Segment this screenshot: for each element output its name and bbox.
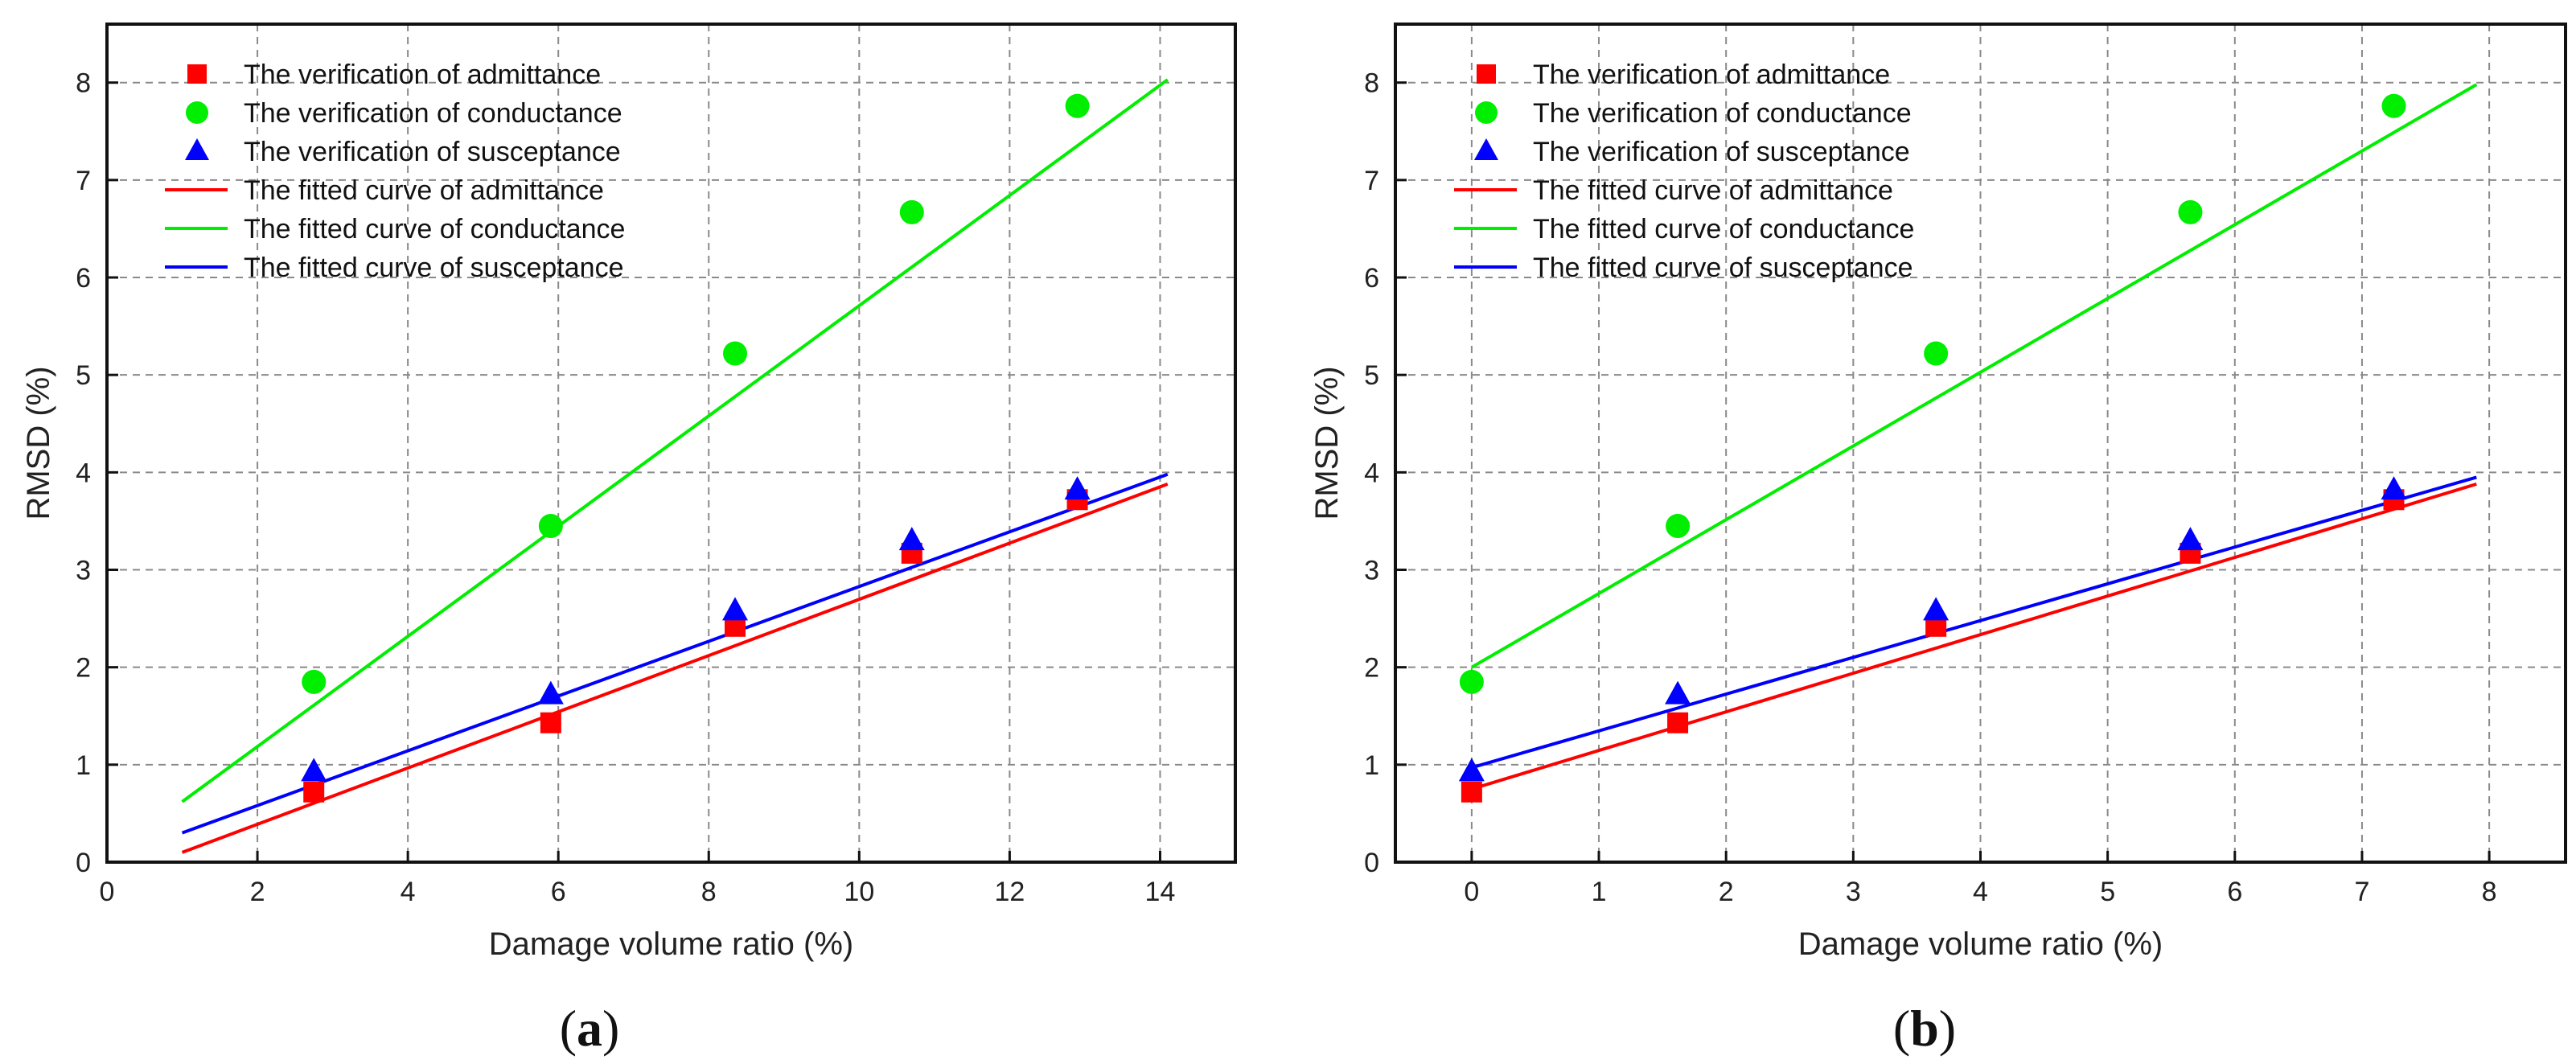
- pb-y-tick-label-5: 5: [1364, 360, 1379, 391]
- pa-admittance-point-1: [540, 712, 561, 733]
- pa-conductance-point-2: [723, 341, 748, 366]
- pb-panel-label: (b): [1893, 1000, 1956, 1057]
- pb-x-tick-label-8: 8: [2482, 877, 2497, 907]
- pa-legend-entry-3-label: The fitted curve of admittance: [244, 175, 604, 206]
- pb-y-tick-label-1: 1: [1364, 750, 1379, 781]
- pa-fit-line-conductance: [181, 78, 1169, 803]
- pb-fit-line-conductance: [1470, 83, 2478, 669]
- pb-x-tick-label-2: 2: [1719, 877, 1734, 907]
- pa-y-tick-label-8: 8: [76, 68, 91, 99]
- pb-y-tick-label-8: 8: [1364, 68, 1379, 99]
- pb-fit-line-susceptance: [1471, 475, 2477, 770]
- pa-conductance-point-4: [1065, 93, 1090, 118]
- pa-susceptance-point-3: [898, 527, 925, 551]
- pa-legend-entry-2-label: The verification of susceptance: [244, 137, 621, 167]
- pa-panel-label: (a): [560, 1000, 620, 1057]
- pb-y-tick-label-7: 7: [1364, 166, 1379, 196]
- pb-susceptance-point-4: [2381, 476, 2407, 500]
- pa-x-tick-label-6: 12: [994, 877, 1025, 907]
- pa-y-tick-label-0: 0: [76, 848, 91, 878]
- pb-conductance-point-4: [2381, 93, 2406, 118]
- pa-y-axis-title: RMSD (%): [21, 366, 56, 520]
- pb-x-axis-title: Damage volume ratio (%): [1798, 926, 2163, 962]
- pb-x-tick-label-6: 6: [2227, 877, 2242, 907]
- pa-legend: The verification of admittance The verifi…: [165, 60, 625, 283]
- pb-susceptance-point-0: [1458, 758, 1485, 782]
- pa-x-tick-label-4: 8: [701, 877, 717, 907]
- pb-x-tick-label-7: 7: [2354, 877, 2369, 907]
- pa-x-tick-label-3: 6: [551, 877, 566, 907]
- pb-legend-entry-0-label: The verification of admittance: [1533, 60, 1890, 90]
- pb-y-tick-label-3: 3: [1364, 556, 1379, 586]
- pa-x-tick-label-2: 4: [401, 877, 416, 907]
- pa-admittance-point-0: [303, 781, 325, 803]
- pb-susceptance-point-2: [1923, 597, 1949, 621]
- pa-x-tick-label-7: 14: [1145, 877, 1176, 907]
- pa-x-axis-title: Damage volume ratio (%): [489, 926, 854, 962]
- pa-x-tick-label-5: 10: [844, 877, 874, 907]
- pa-fit-line-susceptance: [181, 472, 1169, 835]
- pb-x-tick-label-5: 5: [2100, 877, 2115, 907]
- pb-conductance-point-2: [1924, 341, 1949, 366]
- pb-legend-entry-1-label: The verification of conductance: [1533, 98, 1912, 129]
- pb-legend-entry-4-label: The fitted curve of conductance: [1533, 214, 1914, 244]
- pb-susceptance-point-3: [2177, 527, 2204, 551]
- pa-y-tick-label-1: 1: [76, 750, 91, 781]
- pb-x-tick-label-0: 0: [1464, 877, 1479, 907]
- pa-y-tick-label-7: 7: [76, 166, 91, 196]
- pa-legend-entry-0-label: The verification of admittance: [244, 60, 601, 90]
- pa-plot-frame: [105, 23, 1237, 864]
- pa-conductance-point-0: [302, 669, 327, 694]
- pb-conductance-point-3: [2178, 199, 2203, 224]
- pb-legend-entry-5-label: The fitted curve of susceptance: [1533, 253, 1912, 283]
- pa-legend-entry-0-square-icon: [187, 64, 207, 84]
- pa-susceptance-point-0: [301, 758, 327, 782]
- pa-x-tick-label-0: 0: [100, 877, 115, 907]
- pb-legend-entry-3-label: The fitted curve of admittance: [1533, 175, 1893, 206]
- pb-fit-line-admittance: [1471, 482, 2477, 791]
- pb-y-tick-label-6: 6: [1364, 263, 1379, 294]
- pa-fit-line-admittance: [181, 483, 1169, 854]
- pb-y-tick-label-0: 0: [1364, 848, 1379, 878]
- pa-susceptance-point-2: [722, 597, 749, 621]
- pb-conductance-point-1: [1666, 513, 1691, 538]
- pa-conductance-point-3: [899, 199, 924, 224]
- pa-y-tick-label-6: 6: [76, 263, 91, 294]
- pb-legend: The verification of admittance The verifi…: [1454, 60, 1914, 283]
- pa-legend-entry-4-label: The fitted curve of conductance: [244, 214, 625, 244]
- pb-admittance-point-1: [1667, 712, 1689, 733]
- pa-susceptance-point-4: [1064, 476, 1091, 500]
- pb-x-tick-label-3: 3: [1846, 877, 1861, 907]
- pb-x-tick-label-1: 1: [1592, 877, 1607, 907]
- pb-y-tick-label-4: 4: [1364, 458, 1379, 488]
- pa-legend-entry-5-label: The fitted curve of susceptance: [244, 253, 623, 283]
- pb-legend-entry-0-square-icon: [1477, 64, 1496, 84]
- pb-legend-entry-1-circle-icon: [1475, 101, 1498, 124]
- pb-admittance-point-0: [1461, 781, 1482, 803]
- pb-x-tick-label-4: 4: [1973, 877, 1988, 907]
- pa-y-tick-label-2: 2: [76, 653, 91, 684]
- panel-b: 0 1 2 3 4 5 6 7 8 0 1 2 3 4 5 6 7 8 Damage volume ratio (%…: [1309, 23, 2567, 1057]
- pb-susceptance-point-1: [1665, 680, 1691, 705]
- pb-y-axis-title: RMSD (%): [1309, 366, 1345, 520]
- pa-conductance-point-1: [538, 513, 563, 538]
- pb-legend-entry-2-triangle-icon: [1474, 138, 1498, 160]
- pb-y-tick-label-2: 2: [1364, 653, 1379, 684]
- pa-legend-entry-1-label: The verification of conductance: [244, 98, 622, 129]
- pa-y-tick-label-4: 4: [76, 458, 91, 488]
- pa-y-tick-label-5: 5: [76, 360, 91, 391]
- pa-legend-entry-1-circle-icon: [186, 101, 208, 124]
- pa-susceptance-point-1: [537, 680, 564, 705]
- pb-legend-entry-2-label: The verification of susceptance: [1533, 137, 1910, 167]
- pa-legend-entry-2-triangle-icon: [185, 138, 209, 160]
- pb-conductance-point-0: [1459, 669, 1484, 694]
- pa-x-tick-label-1: 2: [250, 877, 265, 907]
- pa-y-tick-label-3: 3: [76, 556, 91, 586]
